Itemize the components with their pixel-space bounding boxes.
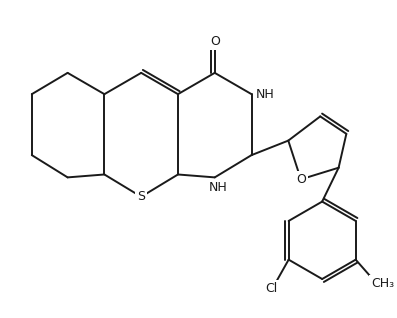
Text: O: O — [210, 35, 220, 48]
Text: Cl: Cl — [265, 282, 278, 295]
Text: CH₃: CH₃ — [371, 277, 394, 290]
Text: O: O — [296, 173, 306, 186]
Text: NH: NH — [209, 181, 228, 194]
Text: NH: NH — [256, 88, 274, 101]
Text: S: S — [137, 190, 145, 203]
